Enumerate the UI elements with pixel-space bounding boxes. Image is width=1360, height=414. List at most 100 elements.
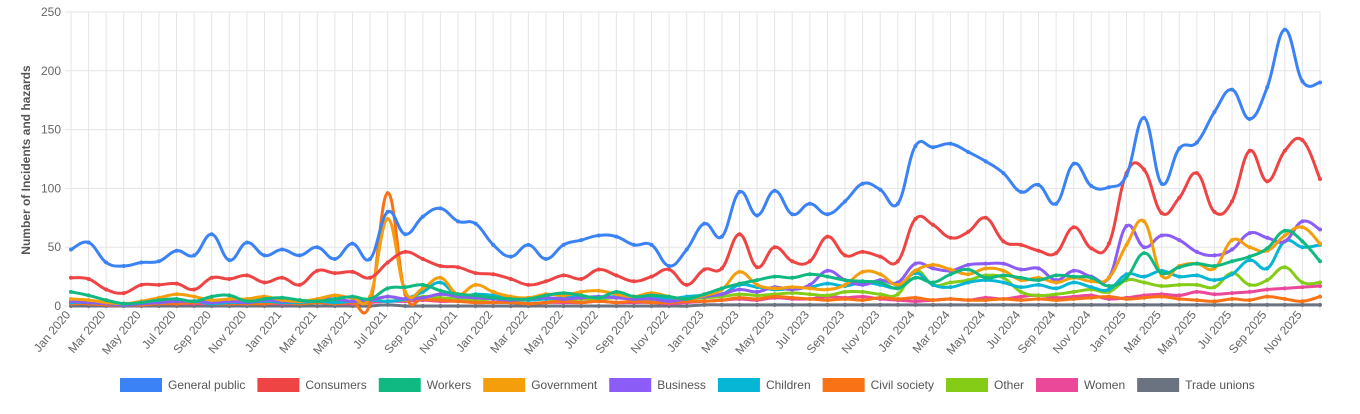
data-point-trade-unions[interactable]: [1212, 302, 1217, 307]
data-point-other[interactable]: [948, 280, 953, 285]
data-point-workers[interactable]: [878, 280, 883, 285]
data-point-trade-unions[interactable]: [1089, 302, 1094, 307]
data-point-consumers[interactable]: [860, 249, 865, 254]
data-point-workers[interactable]: [684, 296, 689, 301]
data-point-civil-society[interactable]: [878, 295, 883, 300]
data-point-civil-society[interactable]: [1300, 299, 1305, 304]
data-point-children[interactable]: [1247, 258, 1252, 263]
data-point-general-public[interactable]: [843, 199, 848, 204]
data-point-government[interactable]: [1106, 275, 1111, 280]
data-point-business[interactable]: [860, 282, 865, 287]
data-point-consumers[interactable]: [825, 234, 830, 239]
data-point-consumers[interactable]: [1318, 176, 1322, 181]
data-point-consumers[interactable]: [262, 280, 267, 285]
data-point-general-public[interactable]: [807, 201, 812, 206]
data-point-consumers[interactable]: [1054, 251, 1059, 256]
data-point-business[interactable]: [913, 261, 918, 266]
legend-item-consumers[interactable]: Consumers: [257, 378, 367, 392]
data-point-general-public[interactable]: [930, 145, 935, 150]
data-point-civil-society[interactable]: [526, 301, 531, 306]
data-point-workers[interactable]: [1018, 275, 1023, 280]
data-point-government[interactable]: [772, 286, 777, 291]
data-point-civil-society[interactable]: [737, 295, 742, 300]
data-point-civil-society[interactable]: [1018, 298, 1023, 303]
data-point-consumers[interactable]: [631, 279, 636, 284]
data-point-general-public[interactable]: [860, 181, 865, 186]
data-point-consumers[interactable]: [1212, 209, 1217, 214]
data-point-consumers[interactable]: [1159, 211, 1164, 216]
data-point-workers[interactable]: [1159, 271, 1164, 276]
data-point-consumers[interactable]: [1106, 241, 1111, 246]
data-point-civil-society[interactable]: [1265, 294, 1270, 299]
data-point-business[interactable]: [1194, 249, 1199, 254]
data-point-general-public[interactable]: [1124, 173, 1129, 178]
data-point-workers[interactable]: [614, 289, 619, 294]
data-point-trade-unions[interactable]: [420, 304, 425, 308]
data-point-workers[interactable]: [1177, 265, 1182, 270]
data-point-consumers[interactable]: [526, 282, 531, 287]
data-point-children[interactable]: [1089, 285, 1094, 290]
data-point-civil-society[interactable]: [1054, 298, 1059, 303]
data-point-civil-society[interactable]: [1071, 296, 1076, 301]
data-point-workers[interactable]: [667, 294, 672, 299]
data-point-other[interactable]: [1018, 289, 1023, 294]
data-point-workers[interactable]: [1106, 284, 1111, 289]
data-point-business[interactable]: [719, 292, 724, 297]
data-point-children[interactable]: [1106, 287, 1111, 292]
data-point-government[interactable]: [1230, 238, 1235, 243]
data-point-government[interactable]: [1282, 233, 1287, 238]
data-point-government[interactable]: [403, 289, 408, 294]
data-point-general-public[interactable]: [192, 253, 197, 258]
data-point-general-public[interactable]: [1247, 117, 1252, 122]
data-point-general-public[interactable]: [438, 206, 443, 211]
data-point-children[interactable]: [420, 289, 425, 294]
data-point-consumers[interactable]: [983, 215, 988, 220]
data-point-workers[interactable]: [596, 295, 601, 300]
series-workers[interactable]: [69, 228, 1322, 306]
data-point-women[interactable]: [1265, 287, 1270, 292]
data-point-women[interactable]: [1212, 292, 1217, 297]
data-point-business[interactable]: [1265, 235, 1270, 240]
data-point-workers[interactable]: [930, 280, 935, 285]
data-point-consumers[interactable]: [368, 275, 373, 280]
data-point-trade-unions[interactable]: [807, 302, 812, 307]
data-point-children[interactable]: [1001, 280, 1006, 285]
data-point-civil-society[interactable]: [1282, 296, 1287, 301]
data-point-consumers[interactable]: [614, 273, 619, 278]
data-point-government[interactable]: [420, 286, 425, 291]
data-point-civil-society[interactable]: [1318, 294, 1322, 299]
data-point-business[interactable]: [1230, 247, 1235, 252]
data-point-consumers[interactable]: [209, 275, 214, 280]
data-point-consumers[interactable]: [227, 276, 232, 281]
data-point-business[interactable]: [1018, 267, 1023, 272]
data-point-children[interactable]: [1194, 273, 1199, 278]
data-point-trade-unions[interactable]: [614, 304, 619, 308]
data-point-government[interactable]: [1247, 245, 1252, 250]
data-point-general-public[interactable]: [121, 264, 126, 269]
data-point-civil-society[interactable]: [807, 296, 812, 301]
data-point-trade-unions[interactable]: [1018, 302, 1023, 307]
data-point-trade-unions[interactable]: [1247, 302, 1252, 307]
data-point-general-public[interactable]: [1036, 182, 1041, 187]
legend[interactable]: General public Consumers Workers Government…: [120, 378, 1255, 392]
data-point-government[interactable]: [1089, 279, 1094, 284]
data-point-government[interactable]: [913, 268, 918, 273]
data-point-children[interactable]: [385, 299, 390, 304]
data-point-other[interactable]: [1318, 280, 1322, 285]
data-point-trade-unions[interactable]: [737, 302, 742, 307]
data-point-consumers[interactable]: [878, 254, 883, 259]
data-point-workers[interactable]: [948, 272, 953, 277]
data-point-business[interactable]: [1300, 219, 1305, 224]
data-point-workers[interactable]: [1265, 246, 1270, 251]
data-point-general-public[interactable]: [596, 233, 601, 238]
data-point-consumers[interactable]: [174, 281, 179, 286]
data-point-workers[interactable]: [1230, 259, 1235, 264]
data-point-consumers[interactable]: [948, 235, 953, 240]
data-point-consumers[interactable]: [1142, 167, 1147, 172]
data-point-civil-society[interactable]: [1036, 296, 1041, 301]
data-point-consumers[interactable]: [1230, 199, 1235, 204]
data-point-civil-society[interactable]: [1089, 295, 1094, 300]
data-point-workers[interactable]: [807, 272, 812, 277]
data-point-workers[interactable]: [491, 295, 496, 300]
data-point-trade-unions[interactable]: [1054, 302, 1059, 307]
